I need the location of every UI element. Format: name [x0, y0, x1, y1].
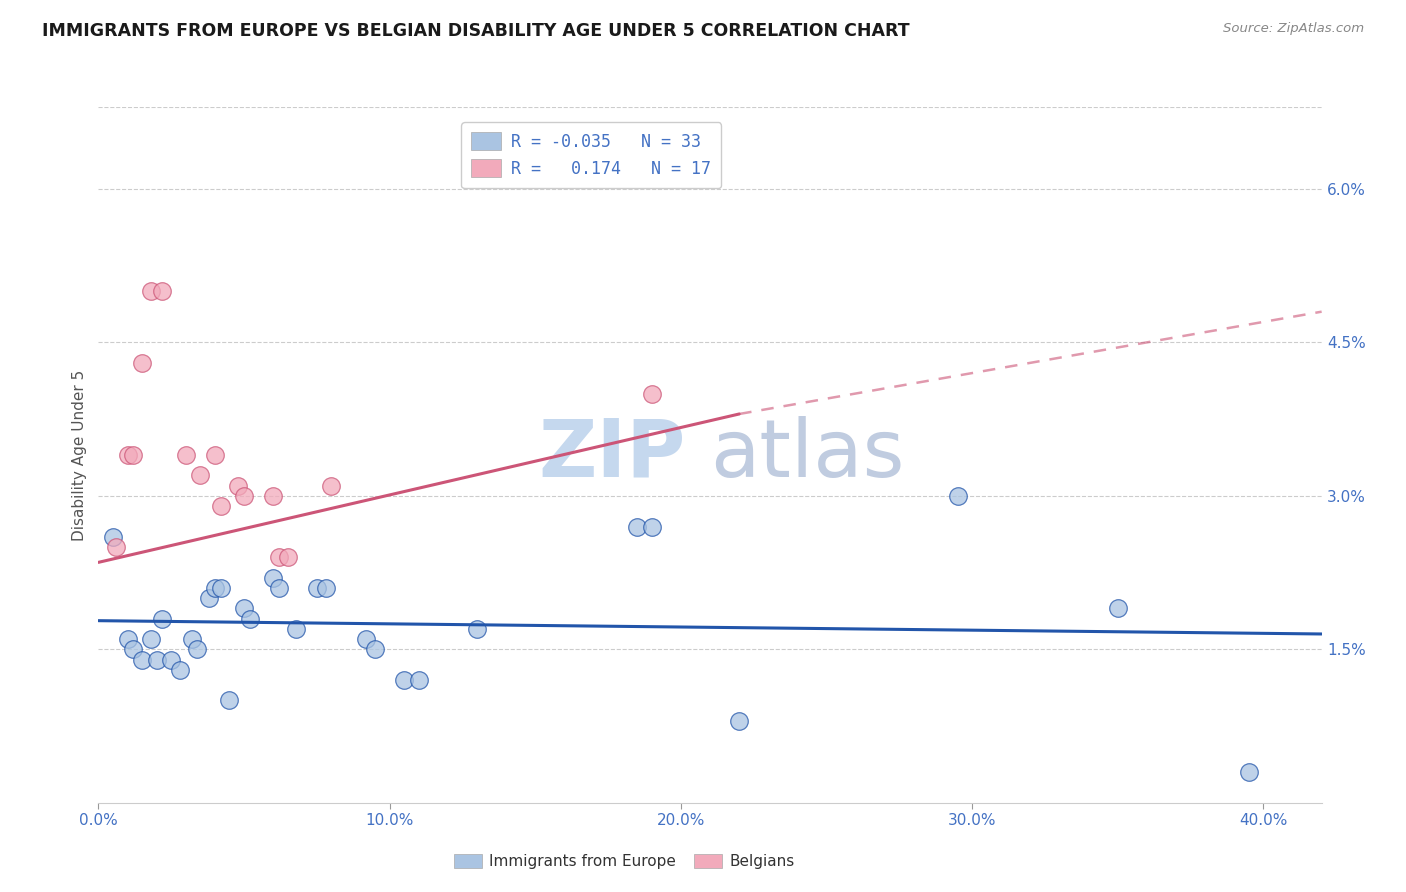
Point — [392, 673, 416, 687]
Point — [198, 591, 221, 606]
Point — [139, 632, 162, 646]
Text: Source: ZipAtlas.com: Source: ZipAtlas.com — [1223, 22, 1364, 36]
Point — [267, 581, 290, 595]
Point — [174, 448, 197, 462]
Point — [946, 489, 969, 503]
Point — [169, 663, 191, 677]
Point — [465, 622, 488, 636]
Point — [139, 284, 162, 298]
Point — [204, 448, 226, 462]
Point — [305, 581, 328, 595]
Point — [315, 581, 337, 595]
Point — [408, 673, 430, 687]
Point — [117, 448, 139, 462]
Point — [262, 571, 284, 585]
Point — [104, 540, 127, 554]
Point — [321, 478, 343, 492]
Point — [641, 519, 664, 533]
Point — [1107, 601, 1129, 615]
Point — [160, 652, 183, 666]
Point — [218, 693, 240, 707]
Point — [117, 632, 139, 646]
Text: ZIP: ZIP — [538, 416, 686, 494]
Point — [209, 499, 232, 513]
Point — [152, 612, 174, 626]
Point — [239, 612, 262, 626]
Point — [277, 550, 299, 565]
Point — [356, 632, 378, 646]
Point — [626, 519, 648, 533]
Point — [1237, 765, 1260, 780]
Point — [233, 489, 256, 503]
Text: IMMIGRANTS FROM EUROPE VS BELGIAN DISABILITY AGE UNDER 5 CORRELATION CHART: IMMIGRANTS FROM EUROPE VS BELGIAN DISABI… — [42, 22, 910, 40]
Y-axis label: Disability Age Under 5: Disability Age Under 5 — [72, 369, 87, 541]
Text: atlas: atlas — [710, 416, 904, 494]
Point — [285, 622, 308, 636]
Legend: Immigrants from Europe, Belgians: Immigrants from Europe, Belgians — [449, 847, 801, 875]
Point — [209, 581, 232, 595]
Point — [180, 632, 202, 646]
Point — [728, 714, 751, 728]
Point — [101, 530, 124, 544]
Point — [122, 448, 145, 462]
Point — [131, 356, 153, 370]
Point — [364, 642, 387, 657]
Point — [641, 386, 664, 401]
Point — [131, 652, 153, 666]
Point — [122, 642, 145, 657]
Point — [226, 478, 249, 492]
Point — [145, 652, 167, 666]
Point — [262, 489, 284, 503]
Point — [152, 284, 174, 298]
Point — [233, 601, 256, 615]
Point — [267, 550, 290, 565]
Point — [186, 642, 208, 657]
Point — [188, 468, 212, 483]
Point — [204, 581, 226, 595]
